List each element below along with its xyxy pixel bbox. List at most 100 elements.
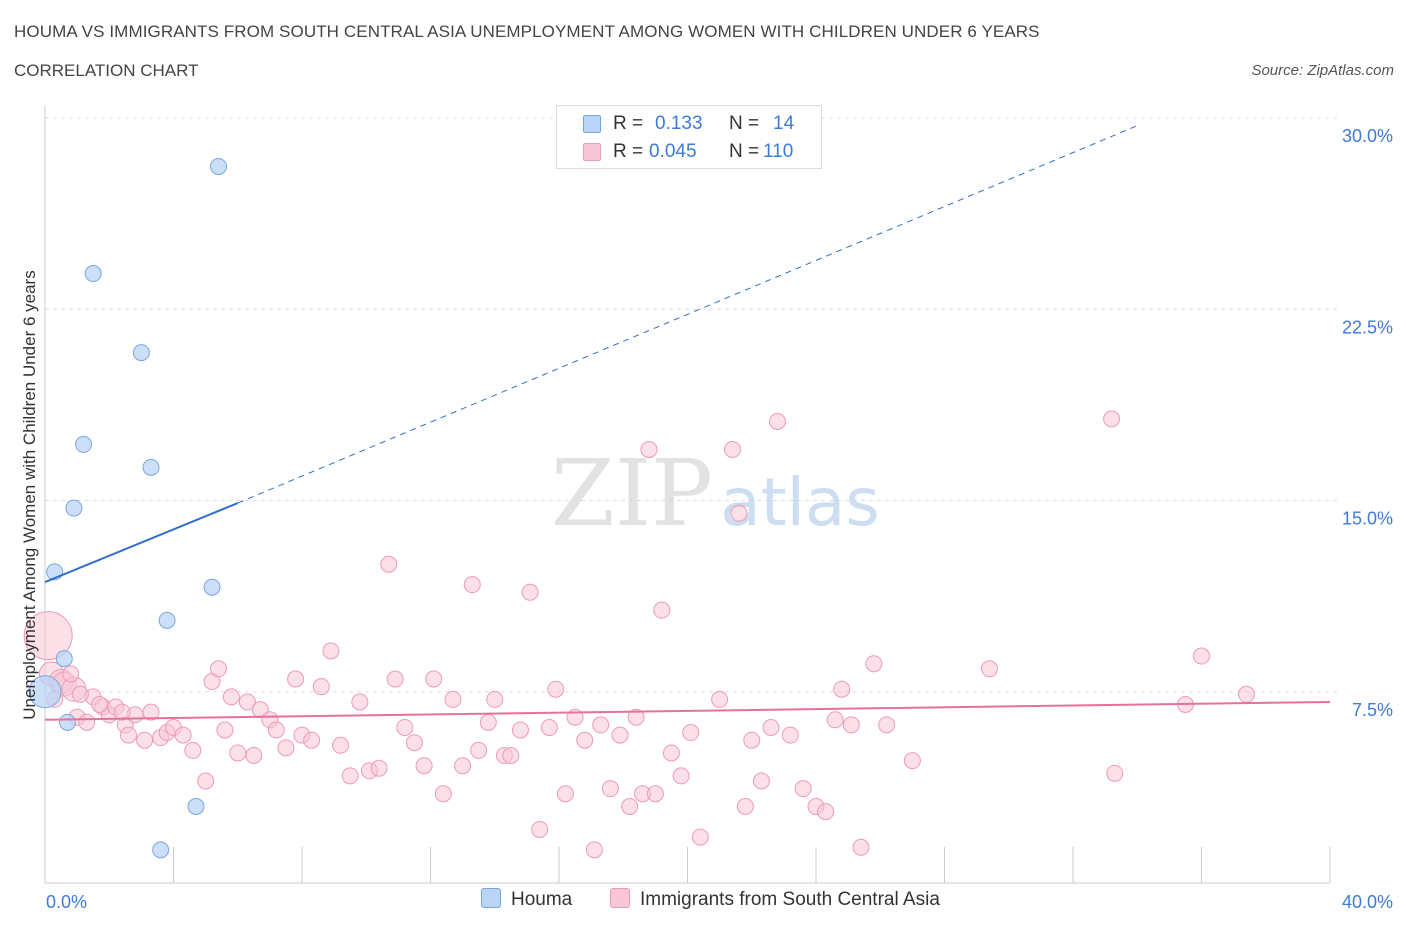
legend-item-immigrants: Immigrants from South Central Asia (610, 888, 940, 911)
immigrants-point (303, 731, 321, 749)
immigrants-point (682, 724, 700, 742)
immigrants-point (341, 767, 359, 785)
x-tick-labels: 0.0% 40.0% (46, 892, 1393, 912)
immigrants-point (62, 665, 80, 683)
immigrants-point (547, 680, 565, 698)
y-tick-label-2: 22.5% (1342, 317, 1393, 337)
y-tick-label-1: 15.0% (1342, 509, 1393, 529)
immigrants-point (980, 660, 998, 678)
houma-point (152, 841, 170, 859)
immigrants-point (502, 747, 520, 764)
houma-point (158, 611, 176, 629)
houma-point (84, 265, 102, 283)
watermark-atlas: atlas (720, 464, 880, 541)
immigrants-point (267, 721, 285, 739)
immigrants-legend-label: Immigrants from South Central Asia (640, 889, 940, 910)
houma-swatch (583, 115, 601, 133)
houma-r-label: R = (613, 113, 644, 134)
immigrants-n-label: N = (729, 141, 760, 162)
immigrants-point (136, 731, 154, 749)
immigrants-point (113, 703, 131, 721)
houma-point (209, 157, 227, 175)
immigrants-point (351, 693, 369, 711)
immigrants-point (611, 726, 629, 744)
immigrants-point (794, 780, 812, 798)
immigrants-point (646, 785, 664, 803)
immigrants-point (71, 685, 89, 703)
y-tick-label-0: 7.5% (1352, 700, 1393, 720)
immigrants-point (91, 696, 109, 713)
houma-legend-swatch (481, 888, 501, 908)
immigrants-point (601, 780, 619, 798)
x-tick-label-1: 40.0% (1342, 892, 1393, 912)
immigrants-point (556, 785, 574, 803)
trend-lines (44, 125, 1331, 721)
houma-point (142, 458, 160, 476)
immigrants-point (653, 601, 671, 619)
immigrants-point (521, 583, 539, 601)
immigrants-point (743, 731, 761, 749)
axes (44, 105, 1331, 884)
immigrants-point (454, 757, 472, 775)
immigrants-point (672, 767, 690, 785)
legend-item-houma: Houma (481, 888, 572, 911)
immigrants-point (842, 716, 860, 734)
houma-point (58, 713, 76, 731)
immigrants-point (576, 731, 594, 749)
immigrants-point (817, 803, 835, 821)
immigrants-point (174, 726, 192, 744)
immigrants-point (470, 741, 488, 759)
immigrants-point (209, 660, 227, 678)
immigrants-point (691, 828, 709, 846)
immigrants-point (312, 678, 330, 696)
immigrants-point (415, 757, 433, 775)
immigrants-point (540, 718, 558, 736)
houma-n-value: 14 (773, 113, 795, 134)
immigrants-legend-swatch (610, 888, 630, 908)
houma-r-value: 0.133 (655, 113, 703, 134)
chart-subtitle: CORRELATION CHART (14, 61, 199, 80)
immigrants-point (434, 785, 452, 803)
houma-point (65, 499, 83, 517)
immigrants-point (322, 642, 340, 660)
immigrants-r-value: 0.045 (649, 141, 697, 162)
zipatlas-watermark: ZIP atlas (551, 440, 880, 547)
immigrants-r-label: R = (613, 141, 644, 162)
houma-n-label: N = (729, 113, 760, 134)
houma-trend-extension (237, 125, 1138, 504)
immigrants-point (425, 670, 443, 688)
immigrants-point (865, 655, 883, 673)
immigrants-point (463, 576, 481, 594)
immigrants-point (621, 798, 639, 815)
immigrants-point (1103, 410, 1121, 428)
immigrants-point (370, 759, 388, 777)
source-credit: Source: ZipAtlas.com (1251, 62, 1394, 79)
immigrants-point (23, 611, 73, 661)
houma-point (55, 650, 73, 668)
chart-title: HOUMA VS IMMIGRANTS FROM SOUTH CENTRAL A… (14, 22, 1040, 41)
immigrants-point (486, 690, 504, 708)
houma-point (187, 798, 205, 815)
y-tick-label-3: 30.0% (1342, 126, 1393, 146)
immigrants-point (903, 752, 921, 770)
immigrants-point (238, 693, 256, 711)
immigrants-point (1106, 764, 1124, 782)
y-tick-labels: 7.5% 15.0% 22.5% 30.0% (1342, 126, 1393, 720)
y-axis-label: Unemployment Among Women with Children U… (20, 270, 39, 720)
immigrants-point (216, 721, 234, 739)
immigrants-point (878, 716, 896, 734)
immigrants-point (1193, 647, 1210, 665)
immigrants-point (277, 739, 295, 757)
houma-point (28, 675, 62, 709)
immigrants-point (444, 690, 462, 708)
immigrants-point (229, 744, 247, 762)
immigrants-point (662, 744, 680, 762)
immigrants-point (120, 726, 138, 744)
immigrants-point (640, 441, 658, 458)
houma-trend-line (44, 502, 239, 584)
immigrants-point (1237, 685, 1255, 703)
immigrants-point (245, 747, 263, 764)
immigrants-point (142, 703, 160, 721)
immigrants-point (197, 772, 215, 790)
